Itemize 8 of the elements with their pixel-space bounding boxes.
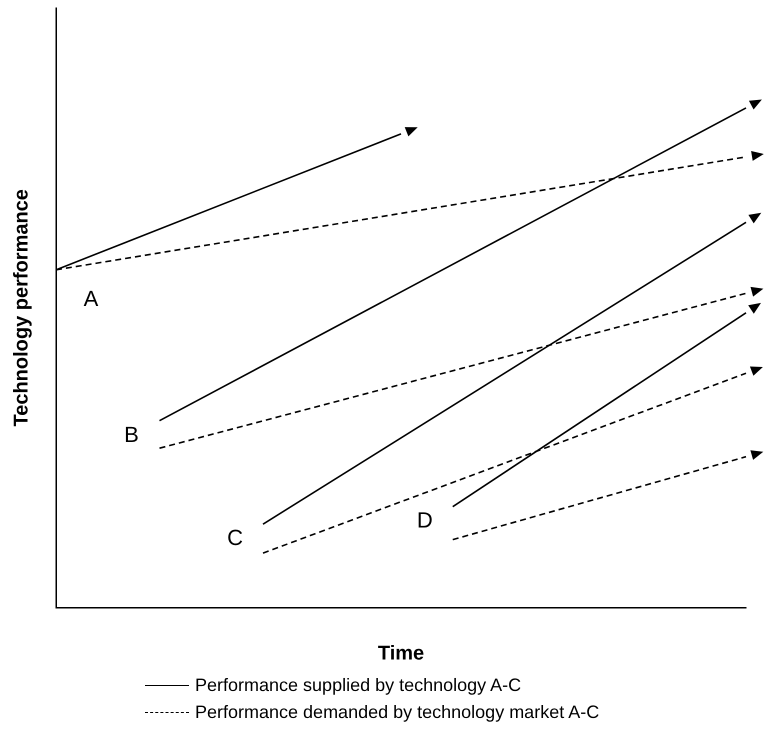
legend-label: Performance demanded by technology market A-C (195, 702, 600, 723)
annotation: B (124, 422, 139, 447)
legend-label: Performance supplied by technology A-C (195, 675, 522, 696)
annotation: C (227, 525, 244, 550)
x-axis-title: Time (378, 642, 424, 665)
annotation: A (84, 286, 99, 311)
annotation: D (416, 508, 433, 533)
y-axis-title: Technology performance (10, 189, 33, 427)
